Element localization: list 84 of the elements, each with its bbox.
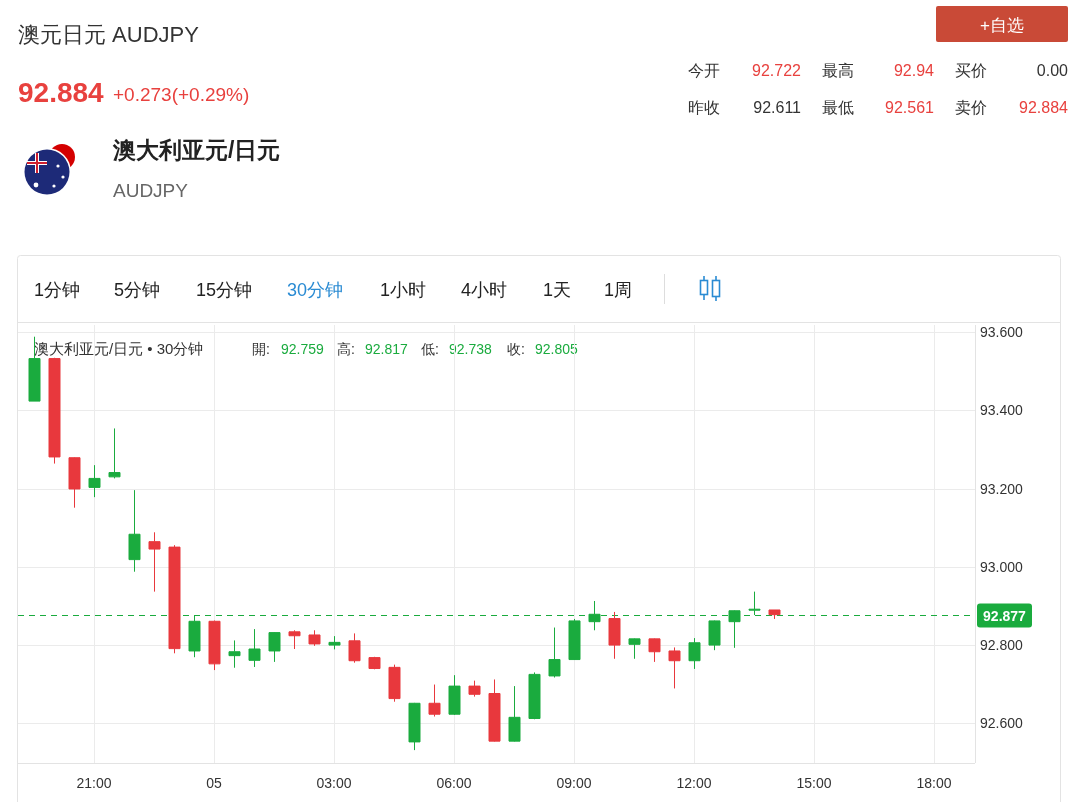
candlestick (748, 591, 761, 616)
text: 1周 (604, 280, 633, 300)
candlestick (488, 678, 501, 743)
text: 今开 (688, 62, 720, 79)
text: 最高 (822, 62, 854, 79)
x-tick-label: 18:00 (916, 775, 952, 791)
text: 92.722 (752, 62, 802, 79)
y-tick-label: 93.600 (980, 324, 1024, 341)
x-tick-label: 21:00 (76, 775, 112, 791)
x-tick-label: 15:00 (796, 775, 832, 791)
x-tick-label: 12:00 (676, 775, 712, 791)
candlestick (348, 632, 361, 664)
annotation: 92.805 (535, 341, 579, 357)
candlestick (548, 627, 561, 679)
candlestick (708, 620, 721, 651)
text: 1天 (543, 280, 572, 300)
text: 92.884 (18, 77, 105, 108)
text: 5分钟 (114, 280, 161, 300)
y-tick-label: 92.800 (980, 636, 1024, 653)
candlestick (128, 489, 141, 573)
candlestick (508, 685, 521, 743)
y-tick-label: 92.600 (980, 714, 1024, 731)
candlestick (668, 646, 681, 689)
candlestick (108, 427, 121, 479)
candlestick (688, 637, 701, 670)
text: 0.00 (1036, 62, 1069, 79)
annotation: 92.759 (281, 341, 325, 357)
candlestick (328, 635, 341, 650)
annotation: 高: (337, 341, 355, 357)
candlestick (368, 656, 381, 670)
candlestick (568, 618, 581, 661)
x-tick-label: 09:00 (556, 775, 592, 791)
text: 最低 (822, 99, 854, 116)
annotation: 92.817 (365, 341, 409, 357)
candlestick (408, 702, 421, 751)
text: 买价 (955, 62, 987, 79)
annotation: 92.738 (449, 341, 493, 357)
annotation: 開: (252, 341, 270, 357)
y-tick-label: 93.000 (980, 558, 1024, 575)
candlestick (288, 629, 301, 650)
x-tick-label: 05 (206, 775, 222, 791)
y-tick-label: 93.400 (980, 402, 1024, 419)
candlestick (68, 456, 81, 509)
candlestick (528, 671, 541, 720)
candlestick (628, 637, 641, 660)
candlestick (448, 674, 461, 716)
text: 1小时 (380, 280, 427, 300)
chart-title: 澳元日元 AUDJPY (18, 22, 200, 47)
text: 昨收 (688, 99, 720, 116)
candlestick (268, 631, 281, 663)
ref-line-label: 92.877 (983, 607, 1027, 624)
text: 92.611 (753, 99, 802, 116)
candlestick (168, 544, 181, 654)
candlestick (208, 620, 221, 671)
text: 15分钟 (196, 280, 253, 300)
text: 30分钟 (287, 280, 344, 300)
candlestick (148, 531, 161, 593)
text: 92.94 (893, 62, 935, 79)
text: 卖价 (955, 99, 987, 116)
candlestick (608, 611, 621, 660)
text: +0.273(+0.29%) (113, 84, 250, 105)
text: +自选 (980, 16, 1024, 35)
candlestick (248, 628, 261, 668)
text: AUDJPY (113, 180, 189, 201)
candlestick (648, 637, 661, 663)
text: 92.561 (885, 99, 935, 116)
y-tick-label: 93.200 (980, 480, 1024, 497)
text: 4小时 (461, 280, 508, 300)
candlestick (48, 357, 61, 465)
annotation: 澳大利亚元/日元 • 30分钟 (34, 340, 204, 357)
x-tick-label: 03:00 (316, 775, 352, 791)
text: 92.884 (1019, 99, 1069, 116)
annotation: 收: (507, 341, 525, 357)
candlestick (228, 639, 241, 669)
x-tick-label: 06:00 (436, 775, 472, 791)
candlestick (428, 684, 441, 718)
annotation: 低: (421, 341, 439, 357)
text: 澳大利亚元/日元 (112, 137, 281, 163)
candlestick (308, 629, 321, 647)
candlestick (388, 664, 401, 703)
candlestick (88, 464, 101, 498)
candlestick (468, 680, 481, 698)
text: 1分钟 (34, 280, 81, 300)
candlestick (768, 609, 781, 620)
